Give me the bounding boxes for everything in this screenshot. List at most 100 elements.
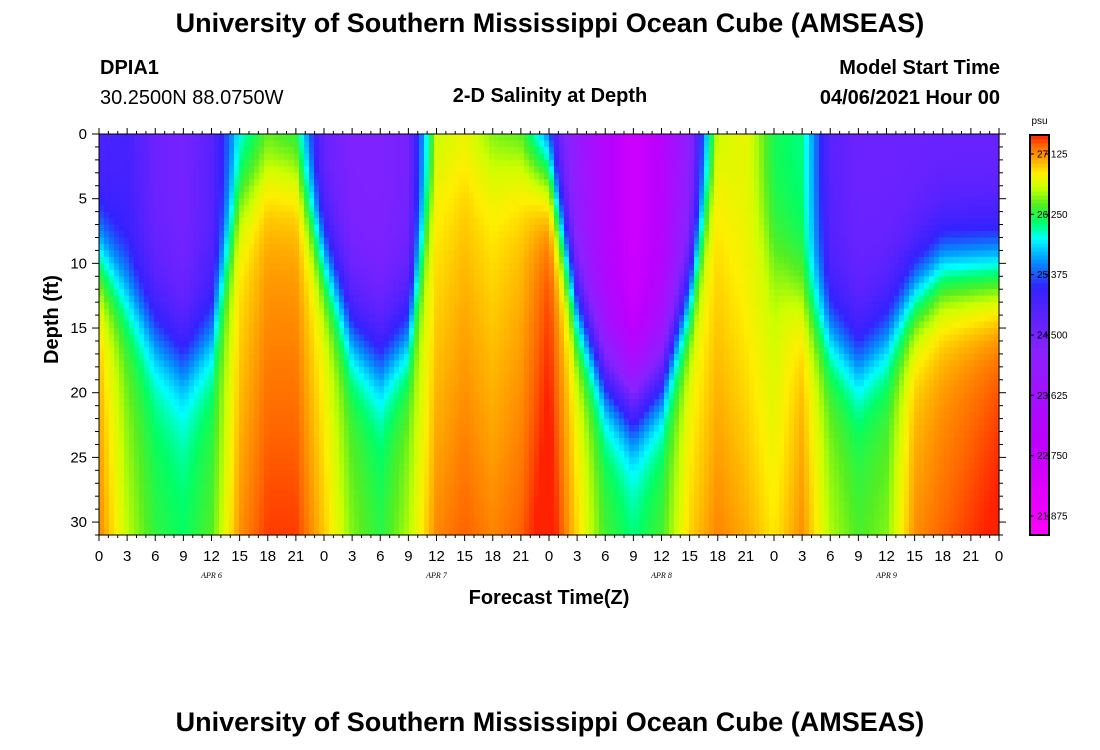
heatmap-cell xyxy=(789,198,795,206)
heatmap-cell xyxy=(144,134,150,142)
heatmap-cell xyxy=(714,256,720,264)
heatmap-cell xyxy=(304,250,310,258)
heatmap-cell xyxy=(884,243,890,252)
heatmap-cell xyxy=(694,237,700,245)
heatmap-cell xyxy=(439,237,445,245)
heatmap-cell xyxy=(959,231,965,239)
heatmap-cell xyxy=(949,276,955,284)
heatmap-cell xyxy=(149,172,155,180)
heatmap-cell xyxy=(129,146,135,155)
heatmap-cell xyxy=(124,256,130,264)
heatmap-cell xyxy=(819,302,825,310)
heatmap-cell xyxy=(589,256,595,264)
heatmap-cell xyxy=(514,146,520,155)
heatmap-cell xyxy=(344,243,350,252)
heatmap-cell xyxy=(394,159,400,167)
heatmap-cell xyxy=(139,237,145,245)
heatmap-cell xyxy=(934,198,940,206)
heatmap-cell xyxy=(284,250,290,258)
heatmap-cell xyxy=(114,263,120,271)
heatmap-cell xyxy=(974,269,980,277)
heatmap-cell xyxy=(344,140,350,148)
heatmap-cell xyxy=(329,224,335,232)
heatmap-cell xyxy=(564,146,570,155)
heatmap-cell xyxy=(134,153,140,161)
heatmap-cell xyxy=(769,295,775,303)
heatmap-cell xyxy=(244,282,250,290)
heatmap-cell xyxy=(499,179,505,187)
heatmap-cell xyxy=(389,172,395,180)
heatmap-cell xyxy=(474,153,480,161)
heatmap-cell xyxy=(749,179,755,187)
heatmap-cell xyxy=(689,146,695,155)
heatmap-cell xyxy=(629,256,635,264)
heatmap-cell xyxy=(229,159,235,167)
heatmap-cell xyxy=(564,192,570,200)
heatmap-cell xyxy=(489,295,495,303)
heatmap-cell xyxy=(319,218,325,226)
heatmap-cell xyxy=(729,146,735,155)
heatmap-cell xyxy=(244,308,250,316)
heatmap-cell xyxy=(349,205,355,213)
heatmap-cell xyxy=(744,282,750,290)
heatmap-cell xyxy=(529,308,535,316)
heatmap-cell xyxy=(854,198,860,206)
heatmap-cell xyxy=(289,263,295,271)
heatmap-cell xyxy=(309,250,315,258)
heatmap-cell xyxy=(954,231,960,239)
heatmap-cell xyxy=(234,282,240,290)
heatmap-cell xyxy=(569,146,575,155)
heatmap-cell xyxy=(659,140,665,148)
heatmap-cell xyxy=(884,263,890,271)
heatmap-cell xyxy=(104,282,110,290)
heatmap-cell xyxy=(359,159,365,167)
heatmap-cell xyxy=(869,205,875,213)
heatmap-cell xyxy=(194,179,200,187)
heatmap-cell xyxy=(829,159,835,167)
heatmap-cell xyxy=(964,153,970,161)
heatmap-cell xyxy=(594,276,600,284)
heatmap-cell xyxy=(594,295,600,303)
heatmap-cell xyxy=(579,263,585,271)
heatmap-cell xyxy=(559,153,565,161)
heatmap-cell xyxy=(269,237,275,245)
heatmap-cell xyxy=(894,256,900,264)
heatmap-cell xyxy=(989,172,995,180)
heatmap-cell xyxy=(209,179,215,187)
heatmap-cell xyxy=(679,250,685,258)
heatmap-cell xyxy=(989,179,995,187)
heatmap-cell xyxy=(884,231,890,239)
heatmap-cell xyxy=(339,211,345,219)
heatmap-cell xyxy=(714,198,720,206)
heatmap-cell xyxy=(704,140,710,148)
heatmap-cell xyxy=(894,295,900,303)
heatmap-cell xyxy=(894,218,900,226)
heatmap-cell xyxy=(554,308,560,316)
heatmap-cell xyxy=(519,146,525,155)
heatmap-cell xyxy=(619,269,625,277)
heatmap-cell xyxy=(979,237,985,245)
heatmap-cell xyxy=(124,134,130,142)
heatmap-cell xyxy=(664,172,670,180)
heatmap-cell xyxy=(434,198,440,206)
heatmap-cell xyxy=(714,263,720,271)
heatmap-cell xyxy=(339,295,345,303)
heatmap-cell xyxy=(249,263,255,271)
heatmap-cell xyxy=(604,302,610,310)
heatmap-cell xyxy=(504,185,510,193)
heatmap-cell xyxy=(549,231,555,239)
heatmap-cell xyxy=(99,237,105,245)
heatmap-cell xyxy=(709,250,715,258)
heatmap-cell xyxy=(849,192,855,200)
heatmap-cell xyxy=(969,289,975,297)
heatmap-cell xyxy=(614,179,620,187)
heatmap-cell xyxy=(239,250,245,258)
heatmap-cell xyxy=(989,159,995,167)
heatmap-cell xyxy=(559,224,565,232)
heatmap-cell xyxy=(774,295,780,303)
heatmap-cell xyxy=(129,250,135,258)
heatmap-cell xyxy=(504,159,510,167)
heatmap-cell xyxy=(744,263,750,271)
heatmap-cell xyxy=(444,166,450,174)
heatmap-cell xyxy=(804,250,810,258)
